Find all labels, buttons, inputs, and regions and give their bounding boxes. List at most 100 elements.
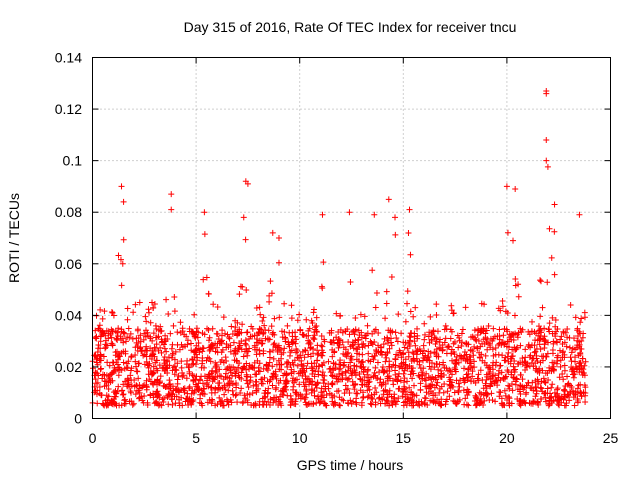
data-point [372, 372, 379, 379]
data-point [451, 339, 458, 346]
data-point [141, 330, 148, 337]
data-point [225, 401, 232, 408]
data-point [136, 299, 143, 306]
y-tick-label: 0.06 [55, 256, 82, 272]
data-point [544, 163, 551, 170]
data-point [253, 305, 260, 312]
data-point [380, 391, 387, 398]
data-point [103, 401, 110, 408]
data-point [319, 372, 326, 379]
y-tick-label: 0.04 [55, 307, 82, 323]
data-point [132, 391, 139, 398]
data-point [481, 359, 488, 366]
data-point [482, 352, 489, 359]
data-point [209, 325, 216, 332]
data-point [237, 342, 244, 349]
data-point [411, 393, 418, 400]
data-point [114, 356, 121, 363]
x-tick-label: 5 [192, 430, 200, 446]
data-point [215, 380, 222, 387]
data-point [97, 352, 104, 359]
data-point [449, 357, 456, 364]
data-point [384, 400, 391, 407]
data-point [405, 341, 412, 348]
data-point [342, 382, 349, 389]
data-point [372, 326, 379, 333]
data-point [112, 393, 119, 400]
data-point [243, 373, 250, 380]
data-point [92, 334, 99, 341]
data-point [469, 373, 476, 380]
data-point [336, 370, 343, 377]
data-point [122, 396, 129, 403]
data-point [169, 341, 176, 348]
data-point [238, 346, 245, 353]
data-point [455, 387, 462, 394]
data-point [210, 301, 217, 308]
data-point [436, 389, 443, 396]
data-point [411, 382, 418, 389]
data-point [566, 397, 573, 404]
data-point [345, 363, 352, 370]
data-point [120, 236, 127, 243]
data-point [494, 382, 501, 389]
data-point [545, 377, 552, 384]
data-point [243, 360, 250, 367]
data-point [335, 329, 342, 336]
data-point [564, 373, 571, 380]
data-point [307, 344, 314, 351]
data-point [351, 369, 358, 376]
data-point [329, 372, 336, 379]
data-point [319, 211, 326, 218]
data-point [186, 383, 193, 390]
data-point [121, 400, 128, 407]
data-point [270, 355, 277, 362]
data-point [375, 330, 382, 337]
data-point [433, 301, 440, 308]
data-point [443, 326, 450, 333]
data-point [335, 387, 342, 394]
data-point [130, 309, 137, 316]
x-tick-label: 25 [603, 430, 619, 446]
data-point [221, 391, 228, 398]
data-point [385, 327, 392, 334]
data-point [484, 336, 491, 343]
data-point [545, 326, 552, 333]
data-point [112, 349, 119, 356]
data-point [220, 402, 227, 409]
data-point [377, 376, 384, 383]
data-point [510, 237, 517, 244]
data-point [439, 346, 446, 353]
data-point [189, 387, 196, 394]
data-point [281, 329, 288, 336]
data-point [173, 367, 180, 374]
data-point [392, 356, 399, 363]
data-point [103, 392, 110, 399]
data-point [579, 334, 586, 341]
data-point [311, 360, 318, 367]
data-point [251, 332, 258, 339]
data-point [534, 400, 541, 407]
x-tick-label: 10 [292, 430, 308, 446]
data-point [115, 372, 122, 379]
data-point [313, 381, 320, 388]
data-point [206, 334, 213, 341]
data-points [89, 88, 589, 409]
data-point [428, 359, 435, 366]
data-point [155, 347, 162, 354]
data-point [470, 352, 477, 359]
data-point [303, 333, 310, 340]
data-point [264, 389, 271, 396]
data-point [506, 385, 513, 392]
data-point [342, 346, 349, 353]
data-point [495, 341, 502, 348]
data-point [414, 325, 421, 332]
data-point [509, 346, 516, 353]
data-point [194, 334, 201, 341]
data-point [303, 365, 310, 372]
data-point [237, 283, 244, 290]
data-point [273, 384, 280, 391]
data-point [169, 401, 176, 408]
data-point [142, 327, 149, 334]
data-point [129, 401, 136, 408]
